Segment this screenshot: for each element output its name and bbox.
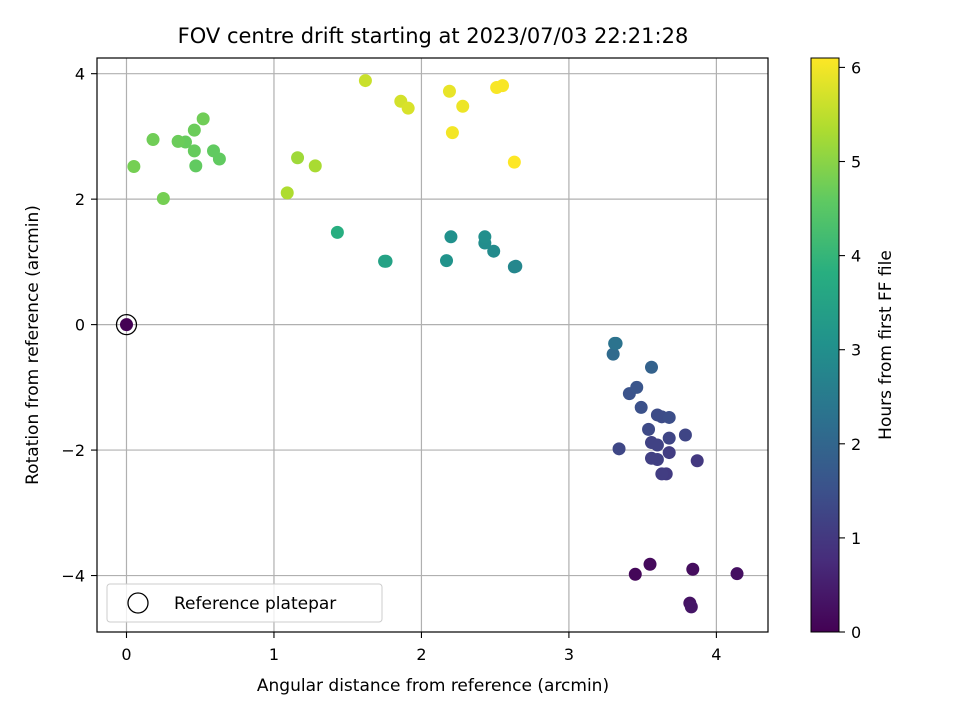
y-axis-label: Rotation from reference (arcmin) — [23, 205, 43, 485]
data-point — [187, 123, 201, 137]
data-point — [196, 112, 210, 126]
colorbar-gradient — [811, 58, 839, 632]
data-point — [678, 428, 692, 442]
data-point — [643, 557, 657, 571]
y-tick-label: −4 — [61, 567, 85, 586]
data-point — [630, 380, 644, 394]
x-axis-ticks: 0 1 2 3 4 — [121, 632, 721, 664]
y-axis-ticks: −4 −2 0 2 4 — [61, 65, 97, 586]
legend-marker — [127, 592, 149, 614]
data-point — [487, 244, 501, 258]
data-point — [442, 84, 456, 98]
colorbar-frame — [810, 57, 840, 633]
data-point — [730, 567, 744, 581]
data-point — [280, 186, 294, 200]
data-point — [686, 562, 700, 576]
colorbar-tick-label: 4 — [851, 247, 861, 266]
colorbar-ticks: 0 1 2 3 4 5 6 — [839, 58, 861, 642]
data-point — [146, 133, 160, 147]
data-point — [642, 422, 656, 436]
data-point — [440, 254, 454, 268]
x-tick-label: 0 — [121, 645, 131, 664]
data-point — [445, 126, 459, 140]
data-point — [378, 254, 392, 268]
data-point — [644, 436, 658, 450]
data-point — [171, 134, 185, 148]
y-tick-label: 4 — [75, 65, 85, 84]
data-point — [401, 101, 415, 115]
colorbar-label: Hours from first FF file — [876, 250, 896, 440]
grid-lines — [97, 58, 768, 632]
colorbar-tick-label: 3 — [851, 341, 861, 360]
data-point — [662, 446, 676, 460]
x-axis-label: Angular distance from reference (arcmin) — [257, 676, 609, 696]
data-point — [330, 225, 344, 239]
y-tick-label: 0 — [75, 316, 85, 335]
data-point — [119, 318, 133, 332]
data-point — [308, 159, 322, 173]
data-point — [608, 336, 622, 350]
colorbar-tick-label: 2 — [851, 435, 861, 454]
y-tick-label: −2 — [61, 441, 85, 460]
data-point — [628, 567, 642, 581]
y-tick-label: 2 — [75, 190, 85, 209]
data-point — [189, 159, 203, 173]
data-point — [644, 360, 658, 374]
data-point — [358, 74, 372, 88]
data-point — [156, 192, 170, 206]
data-point — [127, 160, 141, 174]
colorbar-tick-label: 5 — [851, 153, 861, 172]
data-point — [509, 259, 523, 273]
data-point — [456, 99, 470, 113]
colorbar-tick-label: 1 — [851, 529, 861, 548]
data-point — [612, 442, 626, 456]
data-point — [507, 155, 521, 169]
data-points — [115, 74, 744, 614]
data-point — [478, 230, 492, 244]
data-point — [634, 400, 648, 414]
legend-entry: Reference platepar — [174, 594, 336, 614]
data-point — [684, 600, 698, 614]
colorbar-tick-label: 0 — [851, 623, 861, 642]
data-point — [291, 151, 305, 165]
x-tick-label: 4 — [711, 645, 721, 664]
data-point — [444, 230, 458, 244]
x-tick-label: 2 — [416, 645, 426, 664]
data-point — [690, 454, 704, 468]
colorbar: 0 1 2 3 4 5 6 Hours from first FF file — [810, 57, 896, 642]
data-point — [606, 347, 620, 361]
legend: Reference platepar — [106, 583, 383, 623]
reference-platepar-marker — [115, 313, 138, 336]
plot-frame — [96, 57, 769, 633]
data-point — [662, 410, 676, 424]
data-point — [496, 79, 510, 93]
data-point — [655, 467, 669, 481]
colorbar-tick-label: 6 — [851, 58, 861, 77]
data-point — [644, 451, 658, 465]
legend-box — [106, 583, 383, 623]
data-point — [207, 144, 221, 158]
x-tick-label: 3 — [564, 645, 574, 664]
data-point — [662, 431, 676, 445]
data-point — [187, 144, 201, 158]
x-tick-label: 1 — [269, 645, 279, 664]
chart-title: FOV centre drift starting at 2023/07/03 … — [178, 24, 689, 48]
